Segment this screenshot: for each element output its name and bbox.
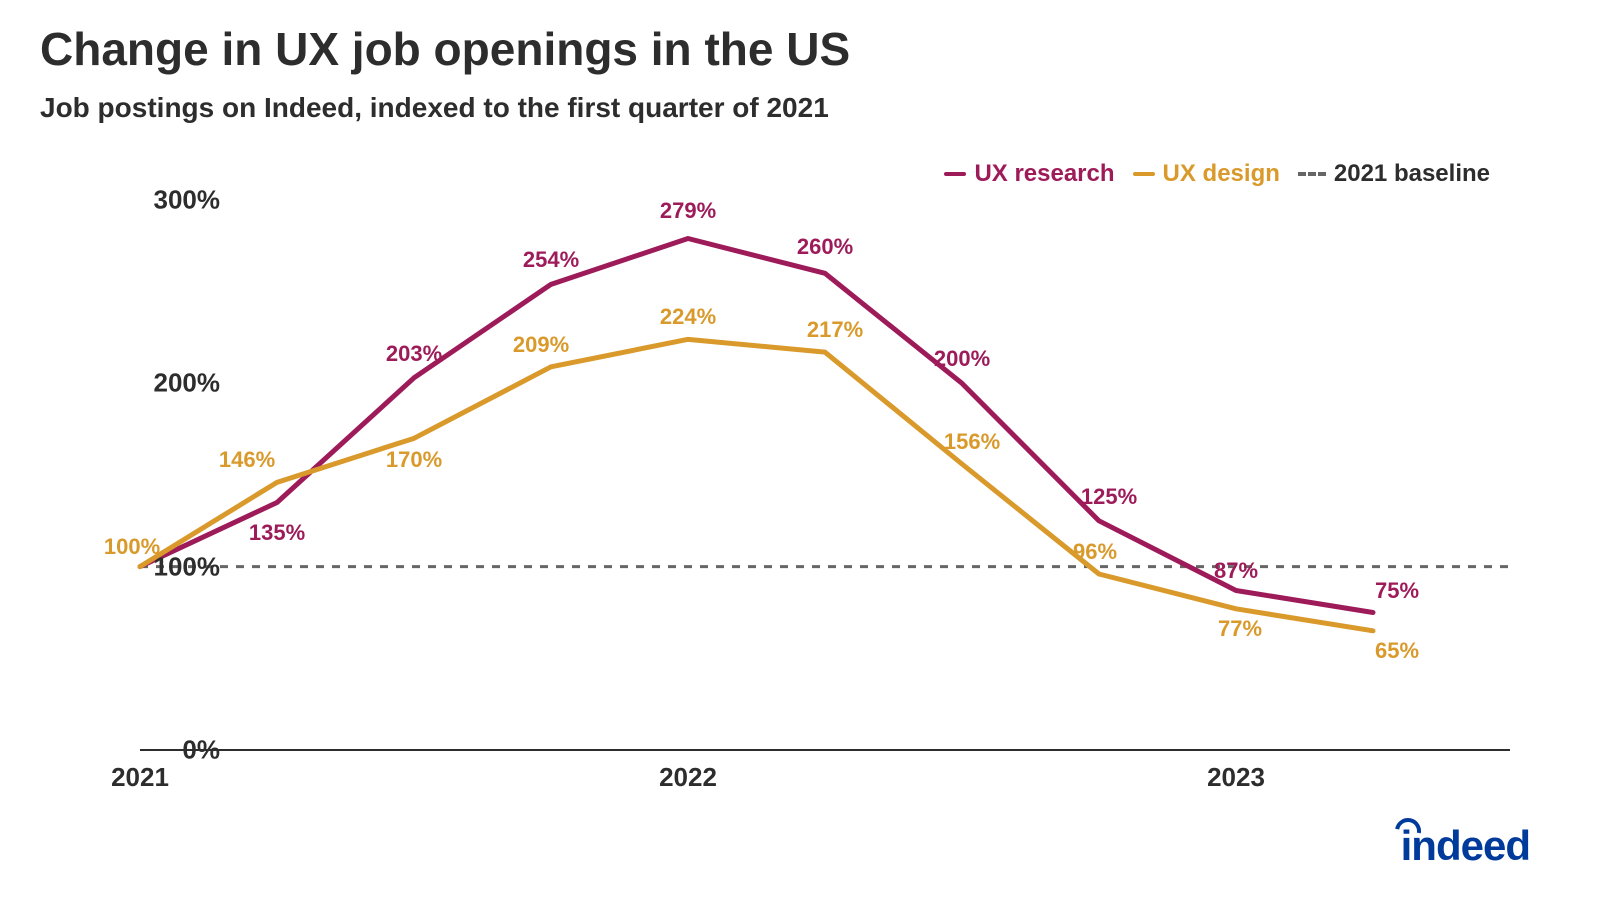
- legend-label: UX design: [1163, 160, 1280, 188]
- data-point-label: 170%: [386, 447, 442, 473]
- legend-swatch: [1133, 172, 1155, 176]
- data-point-label: 279%: [660, 198, 716, 224]
- data-point-label: 96%: [1073, 539, 1117, 565]
- legend: UX research UX design 2021 baseline: [944, 160, 1490, 188]
- data-point-label: 125%: [1081, 484, 1137, 510]
- data-point-label: 203%: [386, 341, 442, 367]
- x-axis-tick: 2022: [659, 762, 717, 793]
- data-point-label: 75%: [1375, 578, 1419, 604]
- data-point-label: 65%: [1375, 638, 1419, 664]
- data-point-label: 146%: [219, 447, 275, 473]
- data-point-label: 217%: [807, 317, 863, 343]
- chart-plot-area: [140, 200, 1510, 750]
- legend-item-ux-design: UX design: [1133, 160, 1280, 188]
- legend-label: 2021 baseline: [1334, 160, 1490, 188]
- data-point-label: 209%: [513, 332, 569, 358]
- data-point-label: 156%: [944, 429, 1000, 455]
- chart-svg: [140, 200, 1510, 760]
- x-axis-tick: 2023: [1207, 762, 1265, 793]
- y-axis-tick: 0%: [120, 735, 220, 766]
- y-axis-tick: 300%: [120, 185, 220, 216]
- legend-swatch-dash: [1298, 172, 1326, 176]
- data-point-label: 260%: [797, 234, 853, 260]
- data-point-label: 200%: [934, 346, 990, 372]
- chart-title: Change in UX job openings in the US: [40, 22, 850, 76]
- legend-item-ux-research: UX research: [944, 160, 1114, 188]
- data-point-label: 77%: [1218, 616, 1262, 642]
- legend-swatch: [944, 172, 966, 176]
- legend-item-baseline: 2021 baseline: [1298, 160, 1490, 188]
- indeed-logo: indeed: [1401, 822, 1530, 870]
- data-point-label: 254%: [523, 247, 579, 273]
- data-point-label: 135%: [249, 520, 305, 546]
- legend-label: UX research: [974, 160, 1114, 188]
- data-point-label: 224%: [660, 304, 716, 330]
- y-axis-tick: 200%: [120, 368, 220, 399]
- x-axis-tick: 2021: [111, 762, 169, 793]
- data-point-label: 100%: [104, 534, 160, 560]
- data-point-label: 87%: [1214, 558, 1258, 584]
- chart-subtitle: Job postings on Indeed, indexed to the f…: [40, 92, 829, 124]
